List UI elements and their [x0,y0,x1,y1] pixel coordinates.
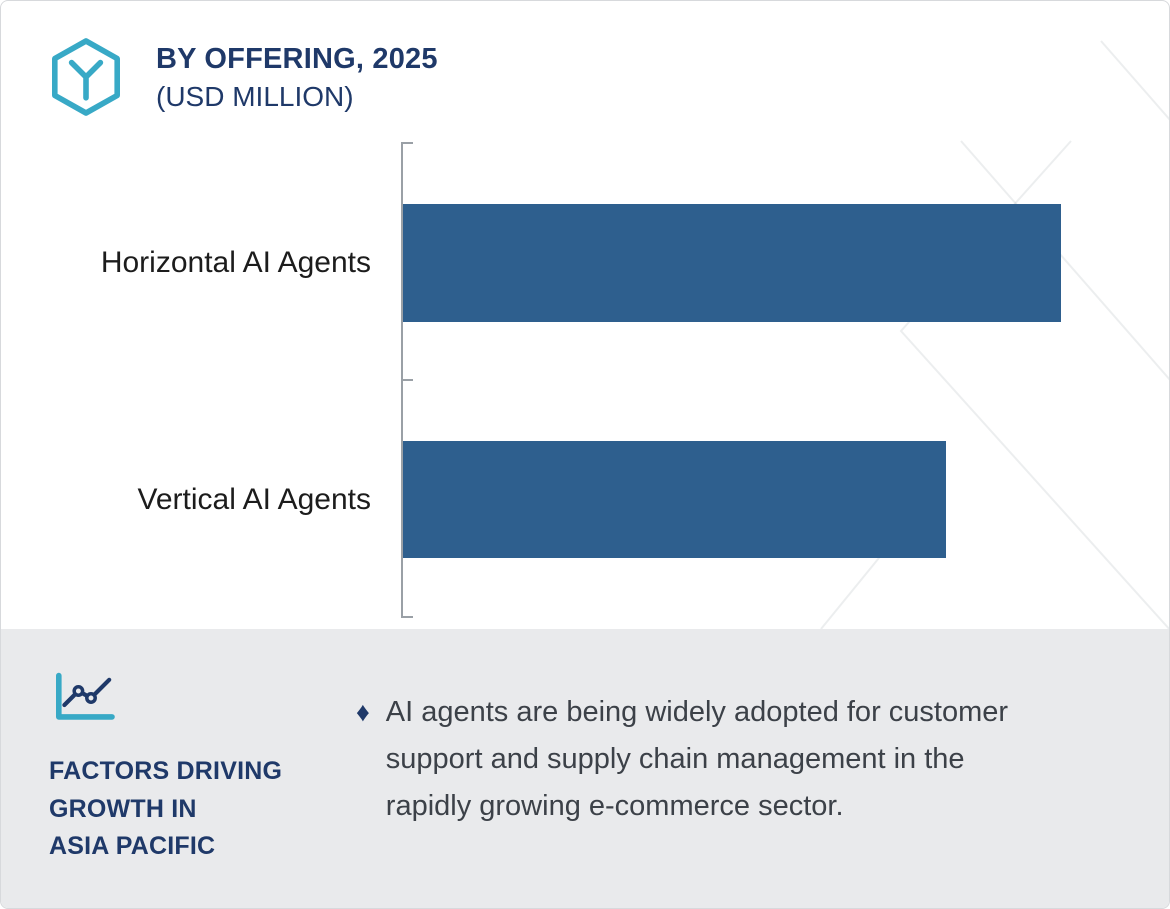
bar-track [403,204,1061,322]
chart-title: BY OFFERING, 2025 [156,43,438,75]
axis-tick [401,142,413,144]
bar-row-horizontal-ai-agents: Horizontal AI Agents [1,204,1169,322]
footer-text: AI agents are being widely adopted for c… [385,696,1009,822]
bar-label: Horizontal AI Agents [100,246,371,279]
bar-horizontal-ai-agents [403,204,1061,322]
hexagon-offering-icon [52,38,120,116]
footer-bullet-item: ♦ AI agents are being widely adopted for… [356,689,1036,830]
bar-vertical-ai-agents [403,441,946,558]
chart-header: BY OFFERING, 2025 (USD MILLION) [156,43,438,113]
chart-subtitle: (USD MILLION) [156,81,354,112]
bar-row-vertical-ai-agents: Vertical AI Agents [1,441,1169,558]
bar-label: Vertical AI Agents [137,482,371,516]
diamond-bullet-icon: ♦ [356,697,370,727]
footer-panel: FACTORS DRIVING GROWTH IN ASIA PACIFIC ♦… [1,629,1169,908]
axis-tick [401,616,413,618]
bar-track [403,441,1061,558]
footer-heading: FACTORS DRIVING GROWTH IN ASIA PACIFIC [49,757,283,860]
axis-tick [401,379,413,381]
bar-chart: Horizontal AI Agents Vertical AI Agents [1,141,1169,619]
line-chart-icon [56,672,115,720]
